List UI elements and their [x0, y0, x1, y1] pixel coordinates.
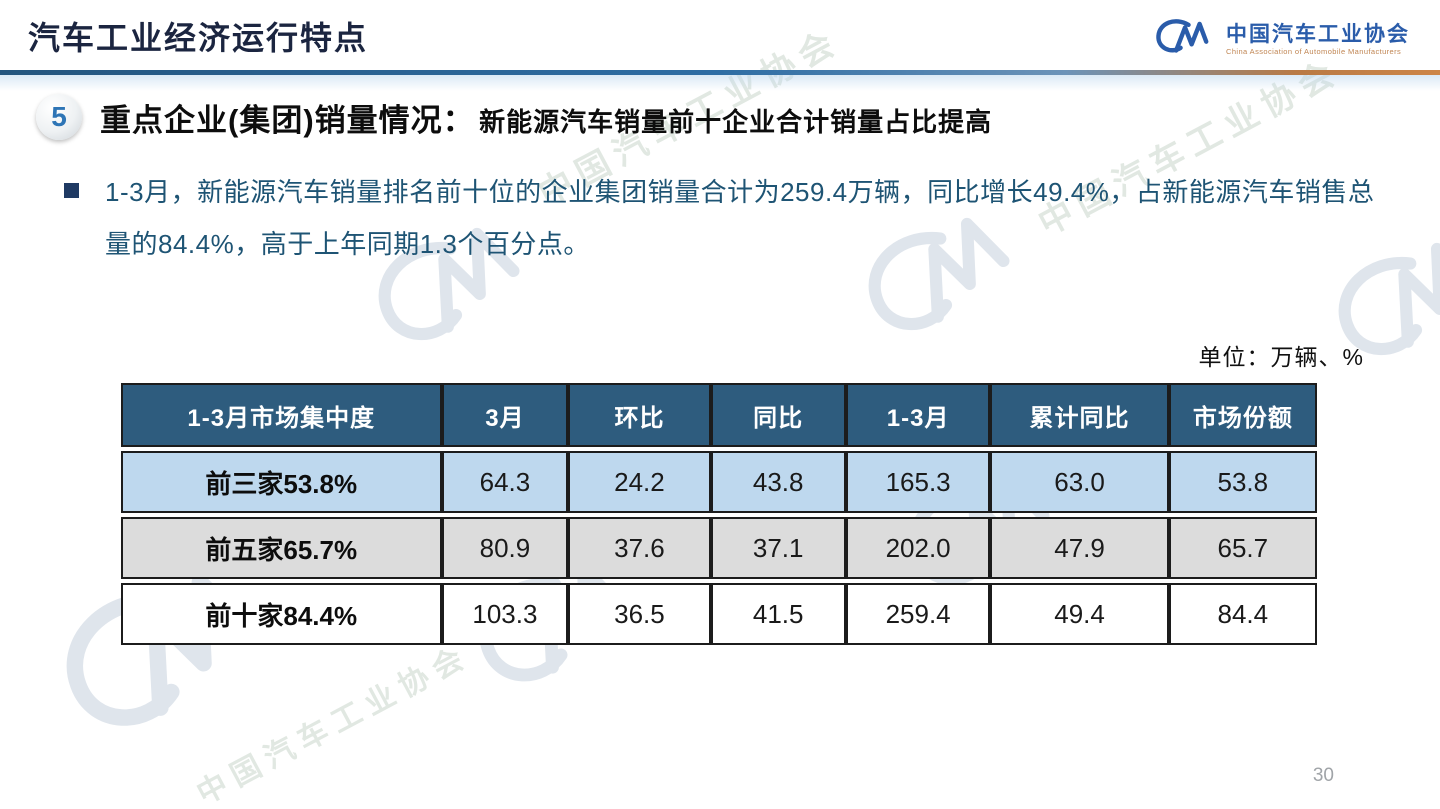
header-divider-glow	[0, 75, 1440, 91]
value-cell: 53.8	[1168, 451, 1317, 513]
section-number-badge: 5	[36, 94, 82, 140]
table-row: 前三家53.8% 64.3 24.2 43.8 165.3 63.0 53.8	[121, 451, 1317, 513]
table-row: 前十家84.4% 103.3 36.5 41.5 259.4 49.4 84.4	[121, 583, 1317, 645]
section-heading: 重点企业(集团)销量情况：	[100, 102, 475, 138]
value-cell: 63.0	[990, 451, 1169, 513]
value-cell: 41.5	[710, 583, 846, 645]
page-number: 30	[1312, 765, 1334, 786]
value-cell: 202.0	[845, 517, 991, 579]
caam-logo-name-cn: 中国汽车工业协会	[1226, 22, 1410, 46]
bullet-square-icon	[64, 183, 79, 198]
caam-logo-icon	[1154, 16, 1216, 63]
value-cell: 36.5	[568, 583, 711, 645]
table-header-cell: 累计同比	[990, 383, 1169, 447]
row-label-cell: 前十家84.4%	[121, 583, 442, 645]
section-heading-row: 5 重点企业(集团)销量情况： 新能源汽车销量前十企业合计销量占比提高	[36, 94, 992, 140]
caam-watermark-text: 中国汽车工业协会	[191, 639, 476, 809]
value-cell: 64.3	[441, 451, 569, 513]
value-cell: 43.8	[710, 451, 846, 513]
value-cell: 47.9	[990, 517, 1169, 579]
value-cell: 165.3	[845, 451, 991, 513]
table-header-cell: 1-3月市场集中度	[121, 383, 442, 447]
section-subheading: 新能源汽车销量前十企业合计销量占比提高	[479, 106, 993, 137]
value-cell: 259.4	[845, 583, 991, 645]
market-concentration-table: 1-3月市场集中度 3月 环比 同比 1-3月 累计同比 市场份额 前三家53.…	[121, 379, 1317, 649]
value-cell: 37.1	[710, 517, 846, 579]
value-cell: 49.4	[990, 583, 1169, 645]
value-cell: 37.6	[568, 517, 711, 579]
table-header-cell: 环比	[568, 383, 711, 447]
value-cell: 80.9	[441, 517, 569, 579]
slide-title: 汽车工业经济运行特点	[28, 20, 369, 56]
value-cell: 65.7	[1168, 517, 1317, 579]
row-label-cell: 前五家65.7%	[121, 517, 442, 579]
value-cell: 103.3	[441, 583, 569, 645]
caam-logo-name-en: China Association of Automobile Manufact…	[1226, 47, 1402, 57]
bullet-text: 1-3月，新能源汽车销量排名前十位的企业集团销量合计为259.4万辆，同比增长4…	[105, 177, 1375, 259]
row-label-cell: 前三家53.8%	[121, 451, 442, 513]
table-row: 前五家65.7% 80.9 37.6 37.1 202.0 47.9 65.7	[121, 517, 1317, 579]
table-header-cell: 市场份额	[1168, 383, 1317, 447]
table-header-cell: 1-3月	[845, 383, 991, 447]
table-header-cell: 同比	[710, 383, 846, 447]
header-divider	[0, 70, 1440, 75]
caam-logo: 中国汽车工业协会 China Association of Automobile…	[1154, 16, 1410, 63]
table-header-row: 1-3月市场集中度 3月 环比 同比 1-3月 累计同比 市场份额	[121, 383, 1317, 447]
bullet-item: 1-3月，新能源汽车销量排名前十位的企业集团销量合计为259.4万辆，同比增长4…	[64, 166, 1399, 270]
unit-label: 单位：万辆、%	[1198, 344, 1364, 370]
value-cell: 24.2	[568, 451, 711, 513]
table-header-cell: 3月	[441, 383, 569, 447]
value-cell: 84.4	[1168, 583, 1317, 645]
